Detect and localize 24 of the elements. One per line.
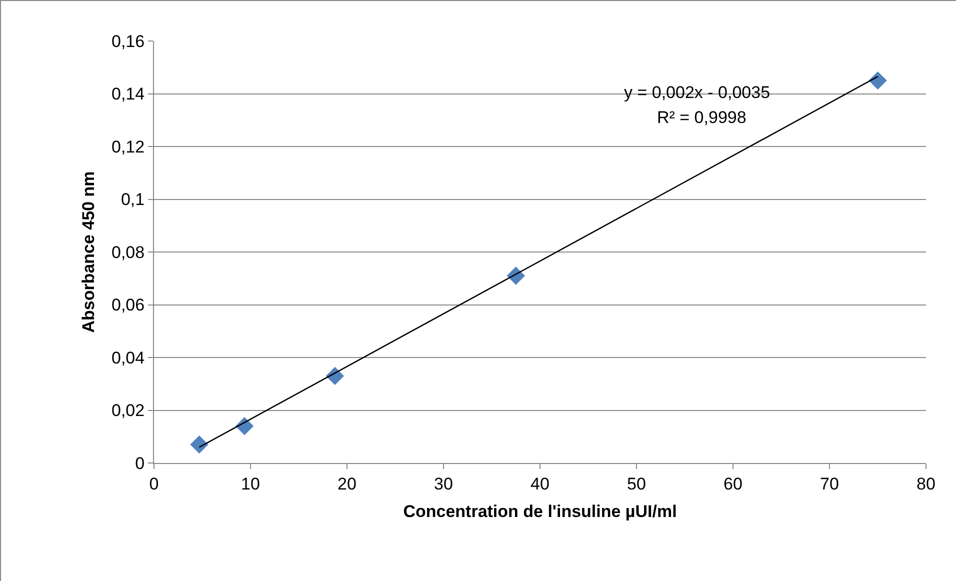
y-tick-label: 0,08 bbox=[112, 242, 145, 262]
x-tick-label: 80 bbox=[916, 474, 936, 494]
point bbox=[190, 435, 208, 454]
y-tick-label: 0,16 bbox=[112, 32, 145, 51]
x-tick-label: 20 bbox=[338, 474, 356, 494]
annotation: y = 0,002x - 0,0035 bbox=[624, 83, 770, 102]
annotation: R² = 0,9998 bbox=[657, 108, 746, 127]
x-tick-label: 10 bbox=[241, 474, 260, 494]
x-tick-label: 70 bbox=[820, 474, 839, 494]
point bbox=[868, 71, 887, 90]
y-axis-title: Absorbance 450 nm bbox=[79, 171, 98, 333]
x-tick-label: 0 bbox=[149, 474, 159, 494]
y-tick-label: 0,1 bbox=[120, 190, 145, 210]
y-tick-label: 0,02 bbox=[112, 401, 145, 420]
y-tick-label: 0 bbox=[135, 454, 145, 473]
x-axis-title: Concentration de l'insuline µUI/ml bbox=[403, 502, 677, 521]
y-tick-label: 0,06 bbox=[112, 296, 145, 315]
y-tick-label: 0,14 bbox=[112, 84, 145, 104]
x-tick-label: 40 bbox=[530, 474, 550, 494]
y-tick-label: 0,04 bbox=[112, 348, 145, 368]
x-tick-label: 50 bbox=[627, 474, 646, 494]
y-tick-label: 0,12 bbox=[112, 137, 145, 156]
x-tick-label: 60 bbox=[724, 474, 742, 494]
x-tick-label: 30 bbox=[434, 474, 453, 494]
